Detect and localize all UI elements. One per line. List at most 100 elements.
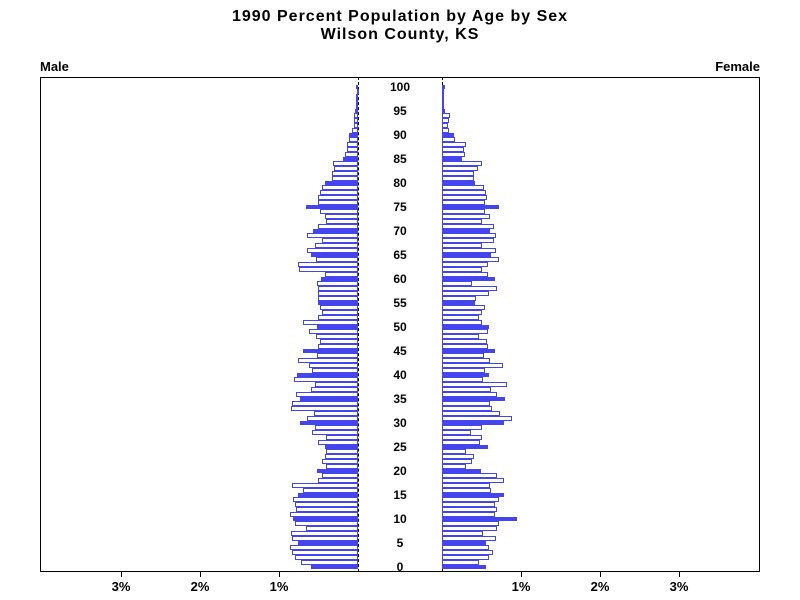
bar-male-age-99 (357, 89, 359, 95)
bar-male-age-3 (292, 550, 358, 555)
bar-female-age-12 (442, 507, 497, 512)
bar-male-age-24 (326, 449, 358, 455)
bar-female-age-93 (442, 118, 449, 123)
bar-male-age-41 (312, 367, 358, 373)
bar-male-age-79 (322, 185, 358, 191)
age-label-100: 100 (389, 80, 411, 94)
bar-male-age-65 (311, 252, 358, 258)
bar-female-age-89 (442, 137, 455, 143)
bar-female-age-24 (442, 449, 466, 455)
bar-female-age-27 (442, 435, 482, 440)
bar-female-age-61 (442, 271, 488, 277)
bar-female-age-92 (442, 123, 448, 128)
bar-female-age-0 (442, 564, 486, 570)
bar-male-age-81 (332, 175, 358, 181)
bar-male-age-31 (307, 415, 358, 421)
bar-female-age-9 (442, 521, 499, 527)
bar-male-age-55 (318, 300, 358, 306)
bar-female-age-31 (442, 415, 512, 421)
bar-male-age-67 (315, 243, 358, 248)
female-side-label: Female (715, 59, 760, 74)
bar-female-age-6 (442, 535, 496, 541)
bar-male-age-89 (349, 137, 358, 143)
bar-female-age-11 (442, 511, 495, 517)
bar-male-age-27 (326, 435, 358, 440)
bar-male-age-71 (318, 223, 358, 229)
bar-male-age-20 (317, 468, 358, 474)
bar-male-age-92 (354, 123, 358, 128)
bar-female-age-26 (442, 439, 480, 445)
age-label-35: 35 (393, 392, 407, 406)
bar-male-age-21 (326, 463, 358, 469)
bar-male-age-10 (293, 516, 358, 522)
bar-male-age-82 (332, 171, 358, 176)
bar-male-age-16 (303, 487, 358, 493)
bar-female-age-51 (442, 319, 482, 325)
bar-female-age-70 (442, 228, 490, 234)
bar-female-age-63 (442, 262, 488, 267)
bar-female-age-90 (442, 132, 454, 138)
bar-female-age-38 (442, 382, 507, 387)
bar-female-age-67 (442, 243, 482, 248)
age-label-40: 40 (393, 368, 407, 382)
bar-male-age-17 (292, 483, 358, 488)
bar-female-age-68 (442, 238, 494, 243)
age-label-15: 15 (393, 488, 407, 502)
bar-male-age-1 (301, 559, 358, 565)
bar-male-age-97 (356, 99, 358, 104)
bar-female-age-39 (442, 377, 483, 383)
bar-female-age-15 (442, 492, 504, 498)
bar-female-age-48 (442, 334, 479, 339)
bar-male-age-46 (318, 343, 358, 349)
male-side-label: Male (40, 59, 69, 74)
bar-male-age-13 (295, 502, 358, 507)
bar-male-age-7 (291, 531, 358, 536)
bar-male-age-6 (292, 535, 358, 541)
bar-male-age-49 (309, 329, 358, 335)
age-label-70: 70 (393, 224, 407, 238)
male-1pct-tick-label: 1% (269, 579, 289, 594)
bar-male-age-62 (299, 267, 358, 272)
age-label-60: 60 (393, 272, 407, 286)
bar-female-age-5 (442, 540, 486, 546)
bar-male-age-85 (343, 156, 358, 162)
bar-female-age-1 (442, 559, 479, 565)
bar-male-age-42 (309, 363, 358, 368)
bar-male-age-66 (307, 247, 358, 253)
bar-female-age-81 (442, 175, 474, 181)
bar-male-age-2 (295, 555, 358, 560)
bar-female-age-86 (442, 151, 465, 157)
bar-male-age-43 (298, 358, 358, 363)
bar-male-age-63 (298, 262, 358, 267)
bar-female-age-29 (442, 425, 482, 431)
bar-male-age-58 (318, 286, 358, 291)
bar-female-age-84 (442, 161, 482, 167)
bar-female-age-46 (442, 343, 488, 349)
bar-female-age-23 (442, 454, 474, 459)
bar-female-age-3 (442, 550, 493, 555)
bar-male-age-91 (352, 127, 358, 133)
bar-female-age-80 (442, 180, 475, 186)
bar-male-age-61 (325, 271, 358, 277)
male-1pct-tick (279, 572, 280, 577)
chart-title: 1990 Percent Population by Age by Sex (231, 8, 569, 25)
bar-female-age-88 (442, 142, 466, 147)
bar-female-age-72 (442, 219, 482, 224)
bar-female-age-64 (442, 257, 499, 263)
bar-male-age-14 (293, 497, 358, 503)
bar-female-age-65 (442, 252, 491, 258)
bar-female-age-82 (442, 171, 474, 176)
bar-female-age-21 (442, 463, 466, 469)
bar-male-age-26 (318, 439, 358, 445)
plot-frame (40, 77, 760, 572)
bar-female-age-50 (442, 324, 489, 330)
bar-male-age-30 (300, 420, 358, 426)
bar-male-age-100 (356, 84, 358, 90)
bar-female-age-52 (442, 315, 479, 320)
bar-female-age-2 (442, 555, 489, 560)
bar-male-age-28 (312, 430, 358, 435)
bar-female-age-17 (442, 483, 490, 488)
bar-female-age-83 (442, 166, 478, 171)
bar-male-age-5 (298, 540, 358, 546)
